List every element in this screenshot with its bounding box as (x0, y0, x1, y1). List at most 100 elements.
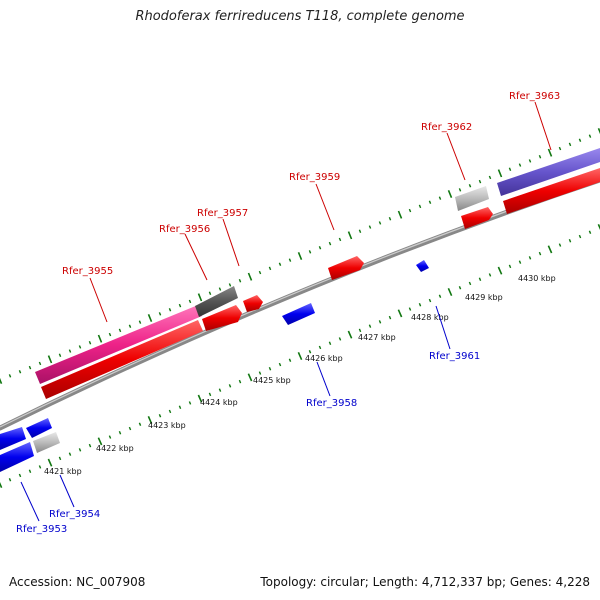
outer-tick (568, 142, 572, 147)
outer-tick (378, 221, 382, 225)
inner-tick (288, 358, 292, 362)
inner-tick (128, 426, 132, 431)
inner-tick (478, 277, 482, 281)
gene-rfer-3961-bar[interactable] (416, 260, 429, 272)
gene-rfer-3962-bar[interactable] (455, 186, 489, 211)
label-line-3961 (435, 305, 451, 350)
label-line-3959 (315, 183, 335, 231)
outer-tick (328, 241, 332, 246)
map-title: Rhodoferax ferrireducens T118, complete … (135, 9, 465, 24)
gene-forward-red-3962[interactable] (461, 207, 493, 229)
gene-forward-red-long[interactable] (41, 320, 203, 399)
inner-tick (338, 337, 342, 341)
gene-rfer-3954-bar[interactable] (33, 432, 60, 453)
inner-tick (438, 294, 442, 298)
label-rfer-3953[interactable]: Rfer_3953 (16, 524, 67, 535)
scale-label-4422: 4422 kbp (96, 444, 134, 453)
label-rfer-3955[interactable]: Rfer_3955 (62, 266, 113, 277)
label-line-3957 (222, 218, 240, 267)
outer-tick (8, 374, 12, 378)
scale-label-4423: 4423 kbp (148, 421, 186, 430)
inner-tick (418, 303, 422, 307)
gene-rfer-3963-bar[interactable] (497, 148, 600, 196)
outer-tick (468, 184, 472, 188)
label-rfer-3962[interactable]: Rfer_3962 (421, 122, 472, 133)
gene-labels: Rfer_3955 Rfer_3956 Rfer_3957 Rfer_3959 … (16, 91, 560, 535)
reverse-genes (0, 260, 429, 472)
label-rfer-3963[interactable]: Rfer_3963 (509, 91, 560, 102)
inner-tick (247, 373, 253, 382)
outer-tick (388, 217, 392, 221)
outer-tick (58, 353, 62, 357)
label-rfer-3957[interactable]: Rfer_3957 (197, 208, 248, 219)
gene-rfer-3959-bar[interactable] (328, 256, 364, 280)
inner-tick (97, 437, 103, 446)
inner-tick (597, 223, 600, 231)
outer-tick (297, 251, 303, 261)
gene-forward-red-small[interactable] (243, 295, 263, 312)
outer-tick (178, 303, 182, 308)
gene-rfer-3956-bar[interactable] (195, 286, 238, 317)
outer-tick (578, 138, 582, 142)
inner-tick (168, 409, 172, 414)
label-rfer-3959[interactable]: Rfer_3959 (289, 172, 340, 183)
inner-tick (8, 478, 12, 482)
outer-tick (288, 258, 292, 262)
label-rfer-3958[interactable]: Rfer_3958 (306, 398, 357, 409)
outer-tick (588, 134, 592, 138)
inner-tick (347, 330, 353, 339)
genome-backbone-highlight (0, 178, 600, 428)
label-lines (20, 101, 552, 522)
gene-rfer-3953-bar[interactable] (0, 442, 34, 472)
outer-tick (368, 225, 372, 229)
scale-label-4429: 4429 kbp (465, 293, 503, 302)
outer-tick (38, 361, 42, 366)
label-line-3953 (20, 481, 40, 522)
inner-tick (118, 431, 122, 435)
outer-tick (438, 196, 442, 200)
inner-tick-track (0, 223, 600, 489)
label-rfer-3954[interactable]: Rfer_3954 (49, 509, 100, 520)
inner-tick (588, 230, 592, 234)
outer-tick (238, 279, 242, 283)
outer-tick (147, 313, 153, 323)
label-rfer-3961[interactable]: Rfer_3961 (429, 351, 480, 362)
gene-reverse-blue-2[interactable] (26, 418, 52, 438)
label-line-3963 (534, 101, 552, 151)
outer-tick (228, 283, 232, 287)
inner-tick (508, 264, 512, 269)
gene-forward-red-3963[interactable] (503, 168, 600, 214)
inner-tick (458, 286, 462, 290)
label-line-3962 (446, 132, 466, 181)
outer-tick (318, 246, 322, 250)
inner-tick (318, 345, 322, 350)
inner-tick (558, 243, 562, 247)
gene-rfer-3957-bar[interactable] (202, 305, 242, 331)
outer-tick (408, 208, 412, 213)
scale-label-4428: 4428 kbp (411, 313, 449, 322)
inner-tick (18, 473, 22, 478)
outer-tick (558, 146, 562, 151)
label-line-3955 (89, 277, 108, 323)
outer-tick (78, 345, 82, 349)
label-line-3956 (184, 233, 208, 281)
outer-tick (497, 169, 503, 178)
inner-tick (218, 388, 222, 392)
forward-outer-genes (35, 148, 600, 384)
outer-tick (138, 320, 142, 324)
outer-tick (508, 167, 512, 171)
forward-inner-genes (41, 168, 600, 399)
gene-rfer-3958-bar[interactable] (282, 303, 315, 325)
genome-stats-text: Topology: circular; Length: 4,712,337 bp… (260, 575, 590, 589)
label-rfer-3956[interactable]: Rfer_3956 (159, 224, 210, 235)
inner-tick (268, 367, 272, 371)
outer-tick (538, 155, 542, 159)
inner-tick (0, 481, 3, 489)
outer-tick (488, 175, 492, 180)
gene-rfer-3955-bar[interactable] (35, 305, 202, 384)
inner-tick (228, 384, 232, 388)
outer-tick (218, 287, 222, 291)
outer-tick (547, 148, 553, 157)
gene-reverse-blue-left[interactable] (0, 427, 26, 450)
